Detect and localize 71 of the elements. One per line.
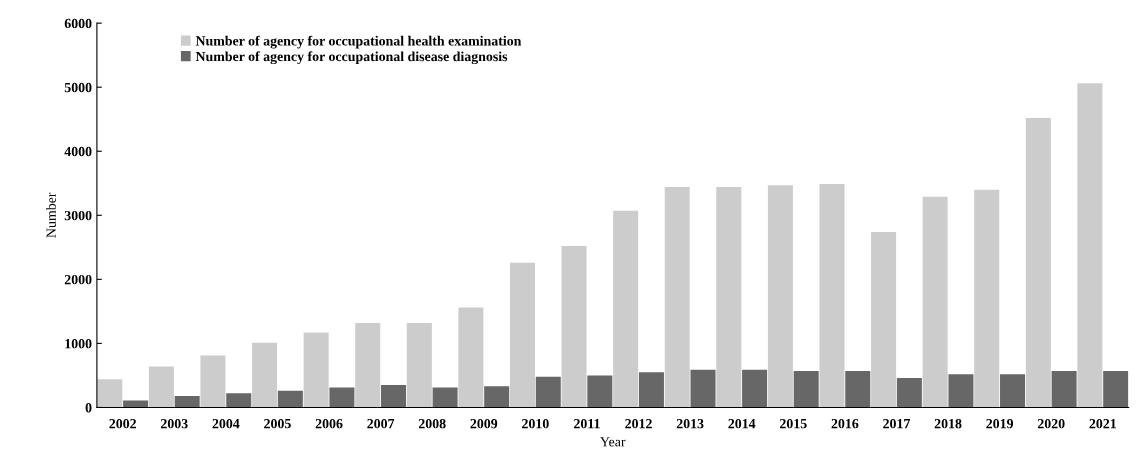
x-tick-label: 2020	[1037, 418, 1065, 429]
bar	[381, 385, 407, 408]
bar	[148, 366, 174, 408]
bar	[922, 196, 948, 408]
x-tick-label: 2004	[212, 418, 240, 429]
y-tick-label: 6000	[64, 18, 92, 29]
x-tick-label: 2008	[418, 418, 446, 429]
y-tick-label: 0	[85, 403, 92, 413]
x-tick-label: 2013	[676, 418, 704, 429]
bar	[638, 372, 664, 408]
bar	[484, 386, 510, 408]
x-tick-label: 2019	[986, 418, 1014, 429]
bar	[690, 369, 716, 408]
bar	[1103, 370, 1129, 408]
x-tick-label: 2003	[160, 418, 188, 429]
x-tick-label: 2018	[934, 418, 962, 429]
bar	[716, 187, 742, 408]
bar	[613, 210, 639, 408]
bar	[896, 377, 922, 408]
x-tick-label: 2016	[831, 418, 859, 429]
bar	[406, 322, 432, 408]
x-tick-label: 2002	[109, 418, 136, 429]
x-tick-label: 2012	[625, 418, 652, 429]
y-tick-label: 5000	[64, 82, 92, 93]
x-tick-label: 2007	[367, 418, 395, 429]
bar	[819, 183, 845, 408]
x-tick-label: 2014	[728, 418, 756, 429]
bar	[793, 370, 819, 408]
x-tick-label: 2015	[779, 418, 807, 429]
bar	[226, 393, 252, 408]
y-tick-label: 3000	[64, 210, 92, 221]
x-tick-label: 2010	[522, 418, 549, 429]
bar	[200, 355, 226, 408]
x-tick-label: 2017	[883, 418, 911, 429]
bar	[742, 369, 768, 408]
bar	[974, 189, 1000, 408]
bar	[355, 322, 381, 408]
y-tick-label: 4000	[64, 146, 92, 157]
bar	[664, 187, 690, 408]
y-axis-title: Number	[46, 192, 56, 238]
bar	[252, 342, 278, 408]
bar	[174, 395, 200, 408]
x-tick-label: 2009	[470, 418, 498, 429]
x-tick-label: 2006	[315, 418, 343, 429]
x-tick-label: 2005	[264, 418, 291, 429]
bar	[1000, 374, 1026, 408]
bar	[845, 370, 871, 408]
bar	[1051, 370, 1077, 408]
bar	[1077, 83, 1103, 408]
bar	[277, 390, 303, 408]
bar	[509, 262, 535, 408]
bar	[948, 374, 974, 408]
legend-label: Number of agency for occupational disease diagnosis	[195, 51, 508, 65]
bar	[871, 231, 897, 408]
x-axis-title: Year	[600, 437, 626, 447]
bar	[432, 387, 458, 408]
x-tick-label: 2011	[574, 418, 600, 429]
bar	[329, 387, 355, 408]
bar	[97, 379, 123, 408]
bar	[561, 246, 587, 408]
bar	[123, 400, 149, 408]
y-tick-label: 1000	[65, 338, 92, 349]
legend-label: Number of agency for occupational health examination	[195, 35, 522, 49]
y-tick-label: 2000	[64, 274, 92, 285]
bar	[1025, 117, 1051, 408]
bar	[303, 332, 329, 408]
x-tick-label: 2021	[1089, 418, 1116, 429]
bar	[458, 307, 484, 408]
bar	[535, 376, 561, 408]
bar	[767, 185, 793, 408]
bar	[587, 375, 613, 408]
